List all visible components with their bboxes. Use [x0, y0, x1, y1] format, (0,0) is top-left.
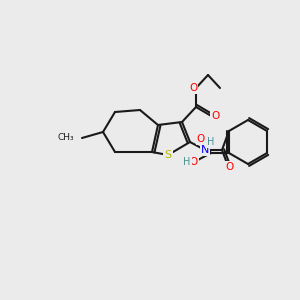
Text: O: O — [190, 157, 198, 167]
Text: N: N — [201, 145, 209, 155]
Text: O: O — [211, 111, 219, 121]
Text: CH₃: CH₃ — [57, 134, 74, 142]
Text: O: O — [197, 134, 205, 144]
Text: H: H — [207, 137, 215, 147]
Text: O: O — [226, 162, 234, 172]
Text: S: S — [164, 150, 172, 160]
Text: H: H — [183, 157, 190, 167]
Text: O: O — [189, 83, 197, 93]
